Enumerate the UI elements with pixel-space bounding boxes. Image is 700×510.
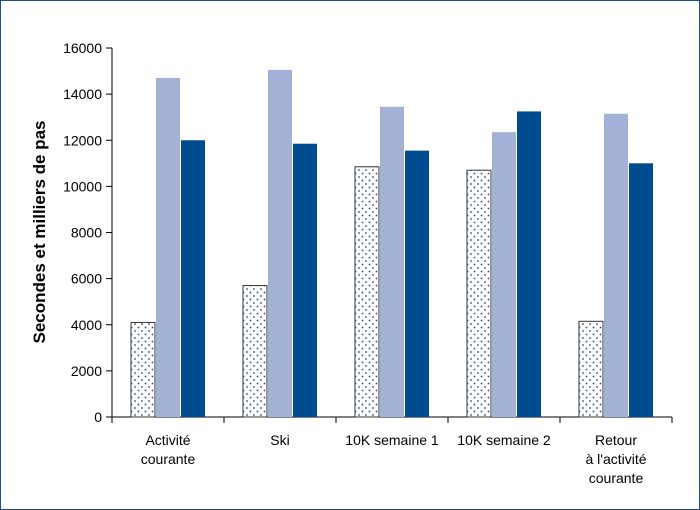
x-category-label: Activité courante bbox=[141, 432, 196, 467]
y-tick-label: 16000 bbox=[63, 40, 102, 56]
y-tick-label: 4000 bbox=[71, 317, 102, 333]
bar-series-1-cat-3 bbox=[354, 166, 380, 418]
bar-series-3-cat-2 bbox=[293, 143, 317, 417]
bar-series-3-cat-4 bbox=[517, 111, 541, 417]
bar-series-3-cat-3 bbox=[405, 150, 429, 418]
y-axis-label: Secondes et milliers de pas bbox=[30, 121, 49, 344]
bar-series-2-cat-1 bbox=[156, 77, 180, 417]
x-category-label: Retour à l'activité courante bbox=[585, 432, 646, 486]
bar-series-1-cat-1 bbox=[130, 321, 156, 418]
bar-series-1-cat-4 bbox=[466, 169, 492, 418]
bar-series-2-cat-2 bbox=[268, 69, 292, 418]
bar-series-2-cat-3 bbox=[380, 106, 404, 417]
category-labels: Activité courante Ski 10K semaine 1 10K sema… bbox=[141, 432, 647, 486]
y-tick-label: 10000 bbox=[63, 178, 102, 194]
bars bbox=[130, 69, 653, 418]
bar-series-1-cat-5 bbox=[578, 320, 604, 418]
y-tick-label: 14000 bbox=[63, 86, 102, 102]
bar-series-3-cat-5 bbox=[629, 163, 653, 417]
bar-series-1-cat-2 bbox=[242, 285, 268, 418]
y-tick-label: 12000 bbox=[63, 132, 102, 148]
y-tick-label: 2000 bbox=[71, 363, 102, 379]
x-category-label: 10K semaine 1 bbox=[345, 432, 439, 448]
y-tick-label: 0 bbox=[94, 409, 102, 425]
x-category-label: Ski bbox=[270, 432, 289, 448]
x-category-label: 10K semaine 2 bbox=[457, 432, 551, 448]
y-tick-label: 6000 bbox=[71, 271, 102, 287]
y-tick-label: 8000 bbox=[71, 225, 102, 241]
bar-series-2-cat-4 bbox=[492, 132, 516, 417]
axes: 0 2000 4000 6000 8000 10000 12000 14000 16000 bbox=[63, 40, 673, 425]
bar-series-2-cat-5 bbox=[604, 113, 628, 418]
bar-series-3-cat-1 bbox=[181, 140, 205, 417]
